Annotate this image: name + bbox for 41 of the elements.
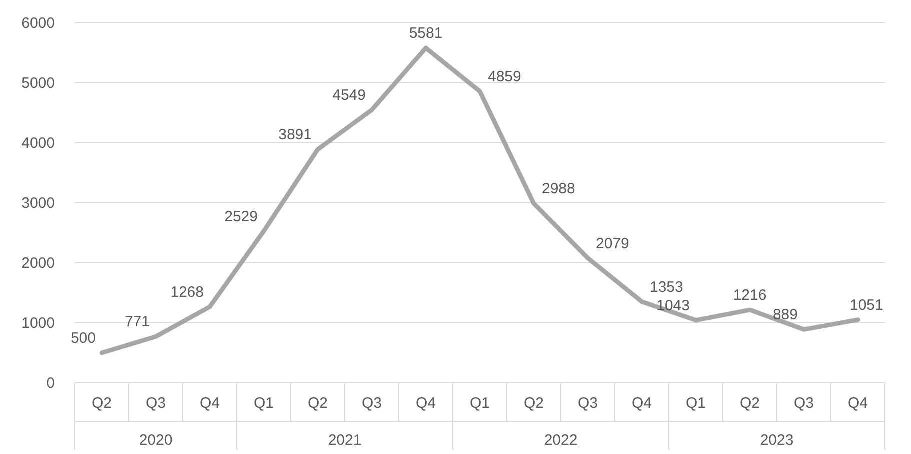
data-label: 889 (772, 306, 798, 324)
data-label: 1051 (850, 296, 884, 314)
y-tick-label: 5000 (22, 75, 55, 92)
x-tick-label: Q2 (92, 395, 112, 412)
data-label: 4549 (332, 87, 366, 104)
text: 2023 (760, 432, 794, 449)
data-label: 1043 (656, 297, 690, 314)
data-label: 3891 (278, 126, 312, 144)
data-label: 2079 (596, 235, 630, 252)
y-tick-label: 2000 (22, 255, 55, 272)
text: 2022 (544, 432, 578, 449)
x-tick-label: Q1 (470, 395, 490, 412)
x-tick-label: Q3 (362, 395, 382, 412)
x-tick-label: Q3 (794, 395, 814, 412)
data-label: 2529 (224, 208, 258, 226)
y-tick-label: 0 (46, 375, 55, 392)
data-label: 1216 (733, 287, 767, 304)
x-tick-label: Q2 (740, 395, 760, 412)
x-tick-label: Q2 (524, 395, 544, 412)
data-label: 1268 (170, 284, 204, 301)
data-label: 5581 (409, 25, 443, 42)
y-tick-label: 3000 (22, 195, 55, 212)
data-label: 771 (124, 314, 150, 331)
x-tick-label: Q4 (632, 395, 652, 412)
y-tick-label: 6000 (22, 15, 55, 32)
x-tick-label: Q3 (578, 395, 598, 412)
text: 2021 (328, 432, 362, 449)
x-tick-label: Q3 (146, 395, 166, 412)
y-tick-label: 1000 (22, 315, 55, 332)
x-tick-label: Q1 (254, 395, 274, 412)
data-label: 2988 (542, 180, 576, 198)
x-tick-label: Q4 (416, 395, 436, 412)
x-tick-label: Q4 (200, 395, 220, 412)
text: 2020 (139, 432, 173, 449)
x-tick-label: Q4 (848, 395, 868, 412)
x-tick-label: Q2 (308, 395, 328, 412)
data-label: 500 (70, 330, 96, 347)
data-label: 4859 (488, 68, 522, 86)
data-label: 1353 (650, 278, 684, 296)
y-tick-label: 4000 (22, 135, 55, 152)
x-tick-label: Q1 (686, 395, 706, 412)
